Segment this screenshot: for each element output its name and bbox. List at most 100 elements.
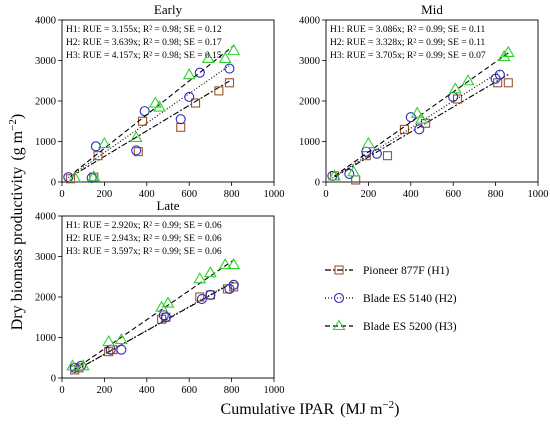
panel-late: Late 0 200 400 600 800 1000 0 1000 2000 3000 4000 H1…: [35, 198, 285, 396]
data-point-mid-h1: [382, 151, 393, 161]
annotation-late-h1: H1: RUE = 2.920x; R² = 0.99; SE = 0.06: [66, 221, 222, 231]
data-point-late-h3: [161, 296, 175, 308]
data-point-mid-h3: [448, 82, 462, 94]
data-point-early-h3: [148, 96, 162, 108]
data-point-mid-h1: [503, 78, 513, 88]
x-tick-label: 400: [403, 189, 419, 200]
y-tick-label: 1000: [35, 137, 56, 148]
data-point-mid-h2: [344, 168, 355, 179]
panel-early: Early 0 200 400 600 800 1000 0 1000 2000 3000 4000 H…: [35, 2, 285, 200]
legend-marker-h1: [334, 265, 344, 275]
y-tick-label: 1000: [35, 333, 56, 344]
data-point-early-h2: [194, 67, 205, 78]
legend-entry-h2: Blade ES 5140 (H2): [325, 292, 457, 305]
x-tick-label: 800: [488, 189, 504, 200]
fit-line-early-h2: [68, 65, 230, 179]
fit-line-early-h1: [70, 80, 230, 178]
data-point-early-h3: [227, 43, 241, 55]
data-point-mid-h2: [414, 124, 425, 135]
x-tick-label: 800: [224, 189, 240, 200]
annotation-early-h2: H2: RUE = 3.639x; R² = 0.98; SE = 0.17: [66, 38, 222, 48]
data-point-late-h2: [116, 344, 127, 355]
x-tick-label: 800: [224, 385, 240, 396]
y-tick-label: 4000: [299, 16, 320, 27]
data-point-early-h1: [65, 174, 76, 184]
y-tick-label: 3000: [35, 56, 56, 67]
y-tick-label: 4000: [35, 16, 56, 27]
panel-title-early: Early: [154, 2, 183, 17]
data-point-late-h2: [228, 279, 239, 290]
data-point-early-h3: [129, 130, 143, 142]
x-tick-label: 0: [323, 189, 328, 200]
data-point-early-h2: [184, 91, 195, 102]
y-tick-label: 2000: [35, 97, 56, 108]
data-point-early-h2: [224, 63, 235, 74]
x-tick-label: 400: [139, 189, 155, 200]
y-tick-label: 3000: [35, 252, 56, 263]
data-point-mid-h3: [347, 165, 361, 177]
x-axis-title: Cumulative IPAR (MJ m−2): [221, 399, 400, 418]
data-point-mid-h3: [461, 74, 475, 86]
x-tick-label: 600: [181, 189, 197, 200]
data-point-late-h3: [76, 359, 90, 371]
fit-line-early-h3: [74, 45, 235, 173]
data-point-mid-h3: [497, 49, 511, 62]
x-tick-label: 0: [59, 385, 64, 396]
data-point-late-h3: [66, 359, 80, 371]
annotation-early-h3: H3: RUE = 4.157x; R² = 0.98; SE = 0.15: [66, 51, 222, 61]
data-point-late-h3: [203, 266, 217, 278]
fit-line-late-h3: [72, 259, 235, 372]
y-tick-label: 0: [315, 178, 320, 189]
data-point-early-h1: [214, 86, 224, 96]
data-point-mid-h3: [328, 169, 341, 181]
data-point-early-h2: [139, 106, 150, 117]
data-point-late-h1: [74, 363, 84, 373]
legend-marker-h3: [332, 319, 346, 331]
legend-label-h1: Pioneer 877F (H1): [363, 265, 449, 277]
data-point-late-h2: [196, 293, 207, 305]
data-point-late-h2: [205, 289, 216, 301]
y-tick-label: 0: [51, 374, 56, 385]
data-point-early-h3: [201, 51, 215, 64]
panel-mid: Mid 0 200 400 600 800 1000 0 1000 2000 3000 4000 H1:…: [299, 2, 549, 200]
y-tick-label: 2000: [35, 293, 56, 304]
data-point-early-h1: [176, 122, 186, 132]
annotation-early-h1: H1: RUE = 3.155x; R² = 0.98; SE = 0.12: [66, 25, 222, 35]
data-point-mid-h3: [501, 45, 515, 57]
fit-line-mid-h2: [332, 71, 501, 179]
data-point-early-h1: [224, 78, 235, 88]
data-point-late-h3: [155, 300, 169, 312]
fit-line-late-h2: [74, 280, 234, 372]
x-tick-label: 600: [181, 385, 197, 396]
legend-label-h3: Blade ES 5200 (H3): [363, 321, 457, 333]
x-tick-label: 600: [445, 189, 461, 200]
legend-label-h2: Blade ES 5140 (H2): [363, 293, 457, 305]
y-tick-label: 3000: [299, 56, 320, 67]
panel-title-late: Late: [156, 198, 179, 213]
x-tick-label: 200: [97, 189, 113, 200]
legend-entry-h3: Blade ES 5200 (H3): [325, 319, 457, 333]
panel-title-mid: Mid: [421, 2, 443, 17]
data-point-early-h2: [63, 172, 74, 183]
data-point-mid-h1: [399, 124, 409, 134]
data-point-early-h3: [68, 170, 82, 183]
data-point-early-h3: [87, 170, 101, 182]
legend: Pioneer 877F (H1) Blade ES 5140 (H2) Bla…: [325, 265, 457, 333]
data-point-late-h1: [195, 292, 205, 302]
data-point-early-h2: [131, 145, 142, 156]
data-point-early-h2: [86, 172, 97, 183]
data-point-early-h1: [133, 147, 143, 157]
legend-marker-h2: [333, 292, 345, 304]
x-tick-label: 200: [361, 189, 377, 200]
annotation-mid-h3: H3: RUE = 3.705x; R² = 0.99; SE = 0.07: [330, 51, 486, 61]
data-point-mid-h2: [371, 148, 382, 159]
data-point-late-h3: [102, 334, 116, 347]
data-point-early-h1: [93, 151, 103, 161]
annotation-late-h3: H3: RUE = 3.597x; R² = 0.99; SE = 0.06: [66, 247, 222, 257]
data-point-late-h3: [193, 272, 207, 284]
data-point-late-h3: [114, 332, 128, 345]
data-point-early-h3: [182, 68, 196, 80]
y-tick-label: 2000: [299, 97, 320, 108]
